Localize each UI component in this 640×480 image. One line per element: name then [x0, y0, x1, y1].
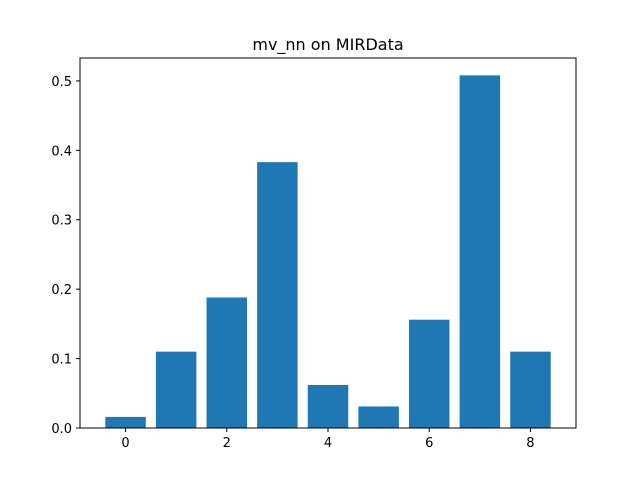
- bars-group: [105, 75, 551, 429]
- bar-5: [358, 406, 399, 428]
- x-tick-label: 8: [526, 436, 534, 451]
- bar-4: [307, 384, 349, 428]
- x-tick-label: 2: [223, 436, 231, 451]
- y-tick-label: 0.4: [51, 144, 72, 159]
- y-tick-label: 0.5: [51, 75, 72, 90]
- y-tick-label: 0.3: [51, 214, 72, 229]
- bar-8: [510, 351, 551, 428]
- chart-title: mv_nn on MIRData: [252, 35, 403, 55]
- y-axis-ticks: 0.0 0.1 0.2 0.3 0.4 0.5: [51, 75, 80, 437]
- x-tick-label: 0: [121, 436, 129, 451]
- x-axis-ticks: 0 2 4 6 8: [121, 428, 535, 451]
- bar-1: [155, 351, 197, 428]
- bar-0: [105, 416, 146, 428]
- bar-7: [459, 75, 501, 428]
- x-tick-label: 4: [324, 436, 332, 451]
- bar-6: [408, 319, 450, 428]
- bar-2: [206, 297, 248, 428]
- bar-3: [257, 162, 298, 429]
- y-tick-label: 0.0: [51, 422, 72, 437]
- x-tick-label: 6: [425, 436, 433, 451]
- plot-area-frame: [79, 57, 577, 429]
- y-tick-label: 0.1: [51, 353, 72, 368]
- y-tick-label: 0.2: [51, 283, 72, 298]
